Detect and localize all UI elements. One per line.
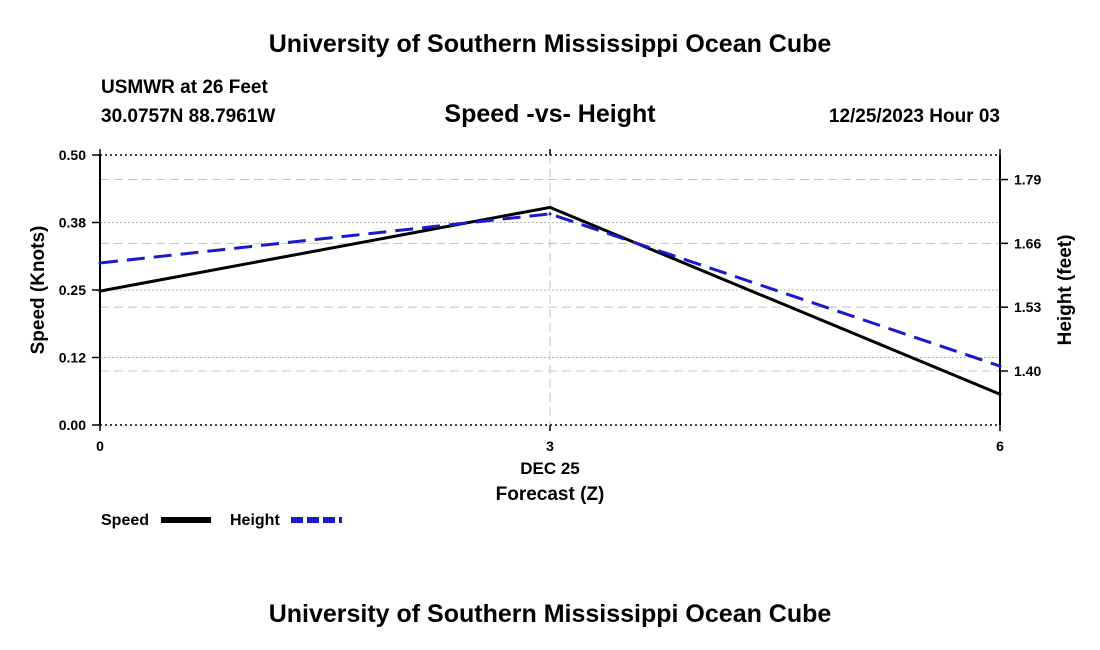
- y-tick-label: 0.12: [59, 350, 86, 366]
- bottom-title: University of Southern Mississippi Ocean…: [268, 600, 832, 628]
- axis-labels: 0.00 0.12 0.25 0.38 0.50 1.40 1.53 1.66 1.79 0 3 6 D…: [28, 147, 1076, 505]
- x-tick-label: 3: [546, 438, 554, 454]
- grid: [100, 155, 1000, 425]
- series: [98, 205, 1002, 396]
- x-tick-label: 6: [996, 438, 1004, 454]
- data-point-height: [998, 364, 1002, 368]
- top-title: University of Southern Mississippi Ocean…: [268, 30, 832, 58]
- data-point-height: [548, 212, 552, 216]
- y2-tick-label: 1.53: [1014, 299, 1041, 315]
- y2-tick-label: 1.79: [1014, 172, 1041, 188]
- legend-label-speed: Speed: [101, 512, 149, 529]
- chart-title: Speed -vs- Height: [444, 100, 656, 128]
- data-point-speed: [98, 289, 102, 293]
- data-point-speed: [998, 392, 1002, 396]
- x-axis-title: Forecast (Z): [496, 484, 605, 505]
- y-tick-label: 0.00: [59, 417, 86, 433]
- legend: Speed Height: [101, 512, 342, 529]
- station-name: USMWR at 26 Feet: [101, 77, 268, 98]
- y2-tick-label: 1.40: [1014, 363, 1041, 379]
- station-coordinates: 30.0757N 88.7961W: [101, 106, 276, 127]
- x-date-label: DEC 25: [520, 459, 580, 478]
- date-label: 12/25/2023 Hour 03: [828, 106, 1000, 127]
- y-tick-label: 0.25: [59, 282, 86, 298]
- data-point-speed: [548, 205, 552, 209]
- y-tick-label: 0.50: [59, 147, 86, 163]
- x-tick-label: 0: [96, 438, 104, 454]
- legend-label-height: Height: [230, 512, 280, 529]
- series-line-height: [99, 212, 1001, 368]
- y2-tick-label: 1.66: [1014, 235, 1041, 251]
- data-point-height: [98, 261, 102, 265]
- y-tick-label: 0.38: [59, 215, 86, 231]
- y-axis-title: Speed (Knots): [28, 226, 49, 355]
- y2-axis-title: Height (feet): [1055, 235, 1076, 346]
